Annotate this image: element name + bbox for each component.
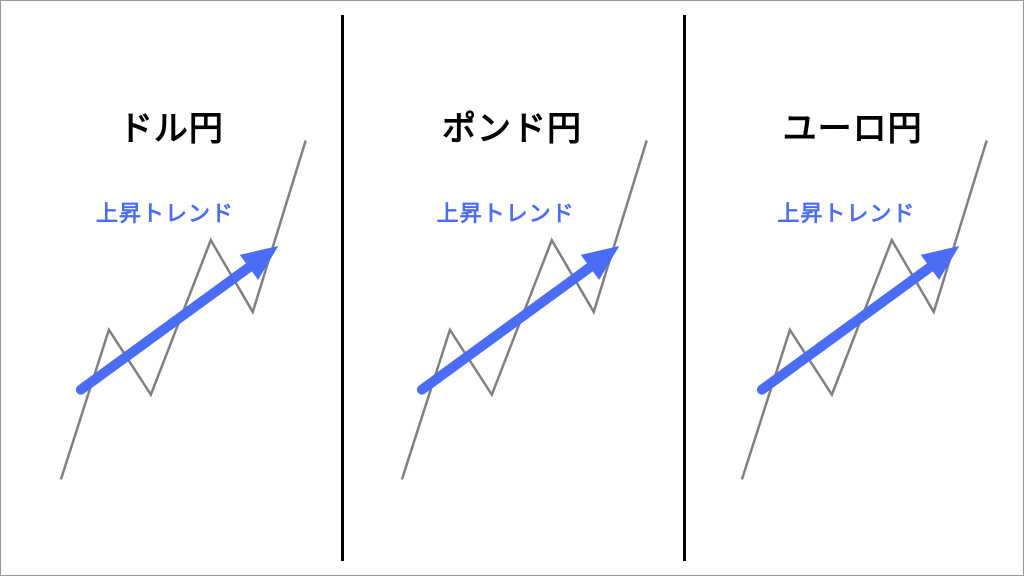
panel-usdjpy: ドル円 上昇トレンド (1, 1, 342, 575)
trend-chart-eurjpy (682, 1, 1023, 575)
trend-chart-usdjpy (1, 1, 342, 575)
panel-gbpjpy: ポンド円 上昇トレンド (342, 1, 683, 575)
panel-title-usdjpy: ドル円 (1, 101, 342, 150)
uptrend-arrow-icon (422, 246, 619, 390)
trend-label-gbpjpy: 上昇トレンド (437, 196, 575, 228)
trend-label-usdjpy: 上昇トレンド (96, 196, 234, 228)
trend-chart-gbpjpy (342, 1, 683, 575)
panel-title-eurjpy: ユーロ円 (682, 101, 1023, 150)
uptrend-arrow-icon (762, 246, 959, 390)
panel-eurjpy: ユーロ円 上昇トレンド (682, 1, 1023, 575)
uptrend-arrow-icon (81, 246, 278, 390)
trend-label-eurjpy: 上昇トレンド (777, 196, 915, 228)
panel-title-gbpjpy: ポンド円 (342, 101, 683, 150)
chart-frame: ドル円 上昇トレンド ポンド円 上昇トレンド ユーロ円 上昇トレンド (0, 0, 1024, 576)
